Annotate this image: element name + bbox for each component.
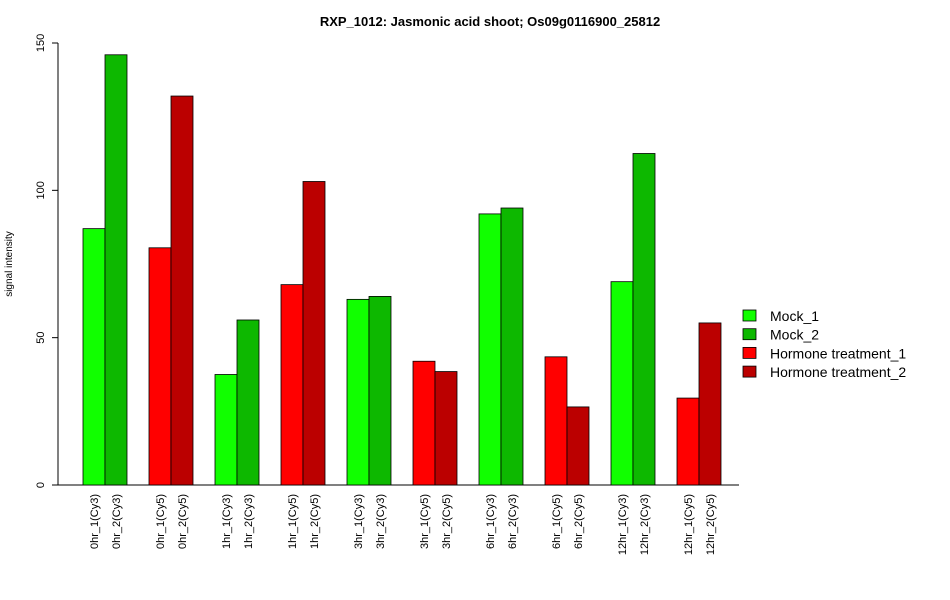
legend-label: Mock_1 bbox=[770, 308, 819, 324]
legend-swatch bbox=[742, 365, 757, 378]
bar bbox=[104, 54, 128, 486]
x-tick-label: 0hr_2(Cy5) bbox=[177, 494, 189, 549]
bar bbox=[170, 95, 194, 486]
bar bbox=[368, 296, 392, 486]
bar bbox=[434, 371, 458, 486]
x-tick-label: 12hr_1(Cy5) bbox=[683, 494, 695, 555]
bar bbox=[302, 181, 326, 486]
legend-swatch bbox=[742, 346, 757, 359]
bar bbox=[412, 360, 436, 486]
x-tick-label: 3hr_1(Cy3) bbox=[353, 494, 365, 549]
x-tick-label: 3hr_2(Cy5) bbox=[441, 494, 453, 549]
x-tick-label: 12hr_2(Cy3) bbox=[639, 494, 651, 555]
bar bbox=[676, 397, 700, 486]
y-tick-label: 100 bbox=[35, 181, 47, 199]
x-tick-labels: 0hr_1(Cy3) 0hr_2(Cy3) 0hr_1(Cy5) 0hr_2(Cy5)… bbox=[89, 494, 717, 555]
legend-swatch bbox=[742, 328, 757, 341]
bar bbox=[500, 207, 524, 486]
x-tick-label: 1hr_1(Cy5) bbox=[287, 494, 299, 549]
legend-label: Mock_2 bbox=[770, 327, 819, 343]
bar bbox=[346, 298, 370, 486]
bar bbox=[610, 281, 634, 486]
bar bbox=[544, 356, 568, 486]
bar bbox=[82, 228, 106, 486]
y-tick-label: 50 bbox=[35, 332, 47, 344]
chart-title: RXP_1012: Jasmonic acid shoot; Os09g0116… bbox=[320, 14, 660, 29]
bar bbox=[236, 319, 260, 486]
bar bbox=[214, 374, 238, 486]
x-tick-label: 6hr_1(Cy5) bbox=[551, 494, 563, 549]
x-tick-label: 6hr_1(Cy3) bbox=[485, 494, 497, 549]
x-tick-label: 1hr_2(Cy3) bbox=[243, 494, 255, 549]
bar bbox=[478, 213, 502, 486]
x-tick-label: 3hr_1(Cy5) bbox=[419, 494, 431, 549]
y-axis: 0 50 100 150 bbox=[35, 34, 59, 488]
legend-label: Hormone treatment_1 bbox=[770, 345, 906, 361]
y-axis-label: signal intensity bbox=[4, 231, 15, 297]
bars bbox=[82, 54, 722, 486]
bar bbox=[280, 284, 304, 486]
x-tick-label: 3hr_2(Cy3) bbox=[375, 494, 387, 549]
bar bbox=[632, 153, 656, 486]
x-tick-label: 1hr_1(Cy3) bbox=[221, 494, 233, 549]
bar bbox=[698, 322, 722, 486]
x-tick-label: 0hr_1(Cy3) bbox=[89, 494, 101, 549]
x-tick-label: 0hr_1(Cy5) bbox=[155, 494, 167, 549]
bar bbox=[148, 247, 172, 486]
legend-swatch bbox=[742, 309, 757, 322]
bar bbox=[566, 406, 590, 486]
legend: Mock_1 Mock_2 Hormone treatment_1 Hormone t… bbox=[742, 308, 906, 380]
legend-label: Hormone treatment_2 bbox=[770, 364, 906, 380]
x-tick-label: 6hr_2(Cy5) bbox=[573, 494, 585, 549]
x-tick-label: 1hr_2(Cy5) bbox=[309, 494, 321, 549]
y-tick-label: 0 bbox=[35, 482, 47, 488]
x-tick-label: 0hr_2(Cy3) bbox=[111, 494, 123, 549]
y-tick-label: 150 bbox=[35, 34, 47, 52]
x-tick-label: 12hr_1(Cy3) bbox=[617, 494, 629, 555]
x-tick-label: 12hr_2(Cy5) bbox=[705, 494, 717, 555]
x-tick-label: 6hr_2(Cy3) bbox=[507, 494, 519, 549]
